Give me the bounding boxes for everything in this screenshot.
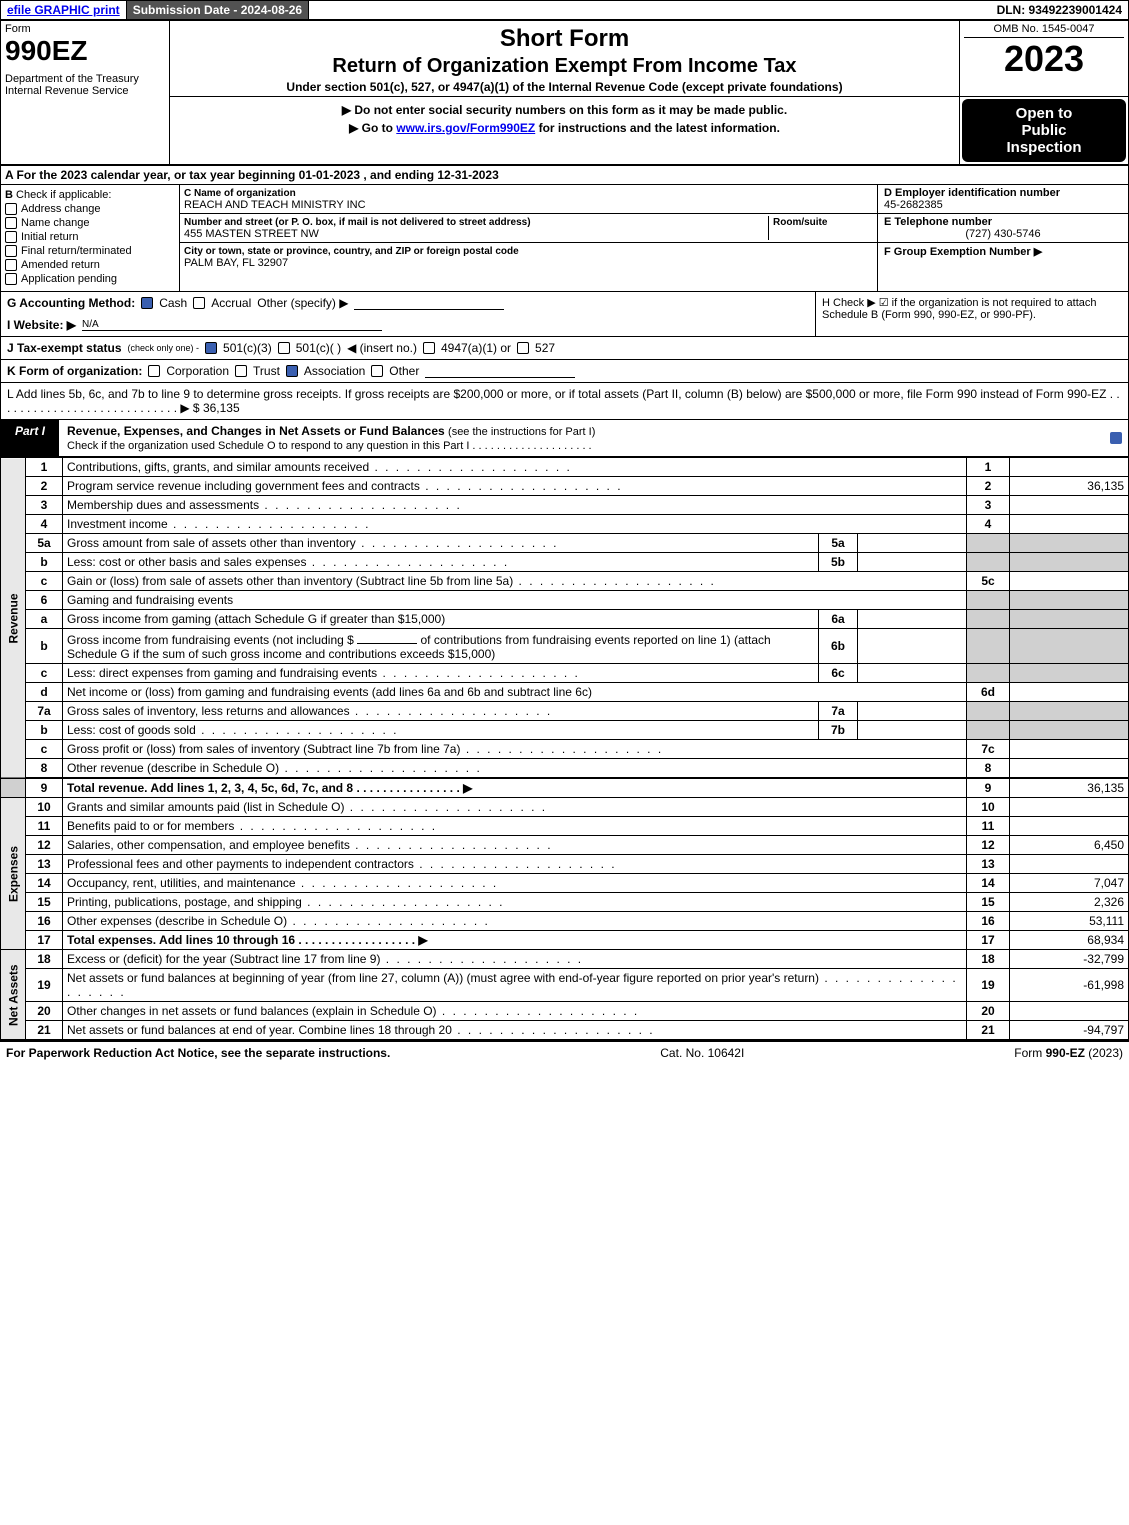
line-12-amt: 6,450 bbox=[1010, 836, 1129, 855]
return-title: Return of Organization Exempt From Incom… bbox=[174, 55, 955, 78]
line-9-desc: Total revenue. Add lines 1, 2, 3, 4, 5c,… bbox=[67, 781, 472, 795]
group-exemption-label: F Group Exemption Number ▶ bbox=[884, 246, 1042, 258]
chk-assoc[interactable] bbox=[286, 365, 298, 377]
box-k: K Form of organization: Corporation Trus… bbox=[0, 360, 1129, 383]
chk-initial-return[interactable] bbox=[5, 231, 17, 243]
ein-label: D Employer identification number bbox=[884, 187, 1060, 199]
city-label: City or town, state or province, country… bbox=[184, 246, 519, 257]
part-i-header: Part I Revenue, Expenses, and Changes in… bbox=[0, 420, 1129, 457]
box-h: H Check ▶ ☑ if the organization is not r… bbox=[815, 292, 1128, 336]
org-name: REACH AND TEACH MINISTRY INC bbox=[184, 199, 366, 211]
instr-1: ▶ Do not enter social security numbers o… bbox=[174, 103, 955, 117]
chk-accrual[interactable] bbox=[193, 297, 205, 309]
line-1-desc: Contributions, gifts, grants, and simila… bbox=[63, 458, 967, 477]
ein-value: 45-2682385 bbox=[884, 199, 943, 211]
net-assets-label: Net Assets bbox=[1, 950, 26, 1040]
box-c: C Name of organization REACH AND TEACH M… bbox=[180, 185, 877, 291]
box-def: D Employer identification number 45-2682… bbox=[877, 185, 1128, 291]
chk-amended-return[interactable] bbox=[5, 259, 17, 271]
chk-cash[interactable] bbox=[141, 297, 153, 309]
chk-501c3[interactable] bbox=[205, 342, 217, 354]
paperwork-notice: For Paperwork Reduction Act Notice, see … bbox=[6, 1046, 390, 1060]
chk-other-org[interactable] bbox=[371, 365, 383, 377]
line-19-amt: -61,998 bbox=[1010, 969, 1129, 1002]
form-header: Form 990EZ Department of the Treasury In… bbox=[0, 20, 1129, 165]
chk-name-change[interactable] bbox=[5, 217, 17, 229]
accounting-method-label: G Accounting Method: bbox=[7, 296, 135, 310]
line-9-amt: 36,135 bbox=[1010, 778, 1129, 798]
short-form-title: Short Form bbox=[174, 25, 955, 53]
chk-501c[interactable] bbox=[278, 342, 290, 354]
top-spacer bbox=[309, 1, 990, 19]
line-18-amt: -32,799 bbox=[1010, 950, 1129, 969]
efile-link[interactable]: efile GRAPHIC print bbox=[1, 1, 127, 19]
room-label: Room/suite bbox=[773, 217, 827, 228]
line-6b-desc: Gross income from fundraising events (no… bbox=[63, 629, 819, 664]
submission-date: Submission Date - 2024-08-26 bbox=[127, 1, 309, 19]
dept-label: Department of the Treasury bbox=[5, 73, 165, 85]
sub-title: Under section 501(c), 527, or 4947(a)(1)… bbox=[174, 80, 955, 94]
line-17-amt: 68,934 bbox=[1010, 931, 1129, 950]
line-2-amt: 36,135 bbox=[1010, 477, 1129, 496]
instr-2: ▶ Go to www.irs.gov/Form990EZ for instru… bbox=[174, 121, 955, 135]
website-label: I Website: ▶ bbox=[7, 318, 76, 332]
chk-application-pending[interactable] bbox=[5, 273, 17, 285]
chk-4947[interactable] bbox=[423, 342, 435, 354]
revenue-label: Revenue bbox=[1, 458, 26, 779]
omb: OMB No. 1545-0047 bbox=[964, 23, 1124, 38]
box-gh: G Accounting Method: Cash Accrual Other … bbox=[0, 292, 1129, 337]
part-i-tag: Part I bbox=[1, 420, 59, 456]
tax-year: 2023 bbox=[964, 38, 1124, 80]
chk-schedule-o[interactable] bbox=[1110, 432, 1122, 444]
form-label: Form bbox=[5, 23, 165, 35]
phone-label: E Telephone number bbox=[884, 216, 992, 228]
website-value: N/A bbox=[82, 319, 382, 331]
section-a: A For the 2023 calendar year, or tax yea… bbox=[0, 165, 1129, 185]
line-16-amt: 53,111 bbox=[1010, 912, 1129, 931]
line-2-desc: Program service revenue including govern… bbox=[63, 477, 967, 496]
chk-527[interactable] bbox=[517, 342, 529, 354]
other-specify-input[interactable] bbox=[354, 297, 504, 310]
chk-corp[interactable] bbox=[148, 365, 160, 377]
line-1-amt bbox=[1010, 458, 1129, 477]
line-14-amt: 7,047 bbox=[1010, 874, 1129, 893]
line-17-desc: Total expenses. Add lines 10 through 16 … bbox=[67, 933, 428, 947]
line-6b-input[interactable] bbox=[357, 631, 417, 644]
addr-label: Number and street (or P. O. box, if mail… bbox=[184, 217, 531, 228]
form-number: 990EZ bbox=[5, 35, 165, 67]
gross-receipts: 36,135 bbox=[203, 401, 240, 415]
form-ref: Form 990-EZ (2023) bbox=[1014, 1046, 1123, 1060]
other-org-input[interactable] bbox=[425, 365, 575, 378]
phone-value: (727) 430-5746 bbox=[884, 228, 1122, 240]
org-city: PALM BAY, FL 32907 bbox=[184, 257, 288, 269]
org-name-label: C Name of organization bbox=[184, 188, 296, 199]
expenses-label: Expenses bbox=[1, 798, 26, 950]
chk-trust[interactable] bbox=[235, 365, 247, 377]
irs-label: Internal Revenue Service bbox=[5, 85, 165, 97]
chk-final-return[interactable] bbox=[5, 245, 17, 257]
cat-no: Cat. No. 10642I bbox=[660, 1046, 744, 1060]
box-b: B Check if applicable: Address change Na… bbox=[1, 185, 180, 291]
box-j: J Tax-exempt status (check only one) - 5… bbox=[0, 337, 1129, 360]
org-address: 455 MASTEN STREET NW bbox=[184, 228, 319, 240]
chk-address-change[interactable] bbox=[5, 203, 17, 215]
top-bar: efile GRAPHIC print Submission Date - 20… bbox=[0, 0, 1129, 20]
info-block: B Check if applicable: Address change Na… bbox=[0, 185, 1129, 292]
irs-link[interactable]: www.irs.gov/Form990EZ bbox=[396, 121, 535, 135]
line-15-amt: 2,326 bbox=[1010, 893, 1129, 912]
open-to-public: Open to Public Inspection bbox=[962, 99, 1126, 162]
part-i-table: Revenue 1 Contributions, gifts, grants, … bbox=[0, 457, 1129, 1040]
page-footer: For Paperwork Reduction Act Notice, see … bbox=[0, 1040, 1129, 1064]
box-l: L Add lines 5b, 6c, and 7b to line 9 to … bbox=[0, 383, 1129, 420]
line-21-amt: -94,797 bbox=[1010, 1021, 1129, 1040]
dln: DLN: 93492239001424 bbox=[991, 1, 1128, 19]
